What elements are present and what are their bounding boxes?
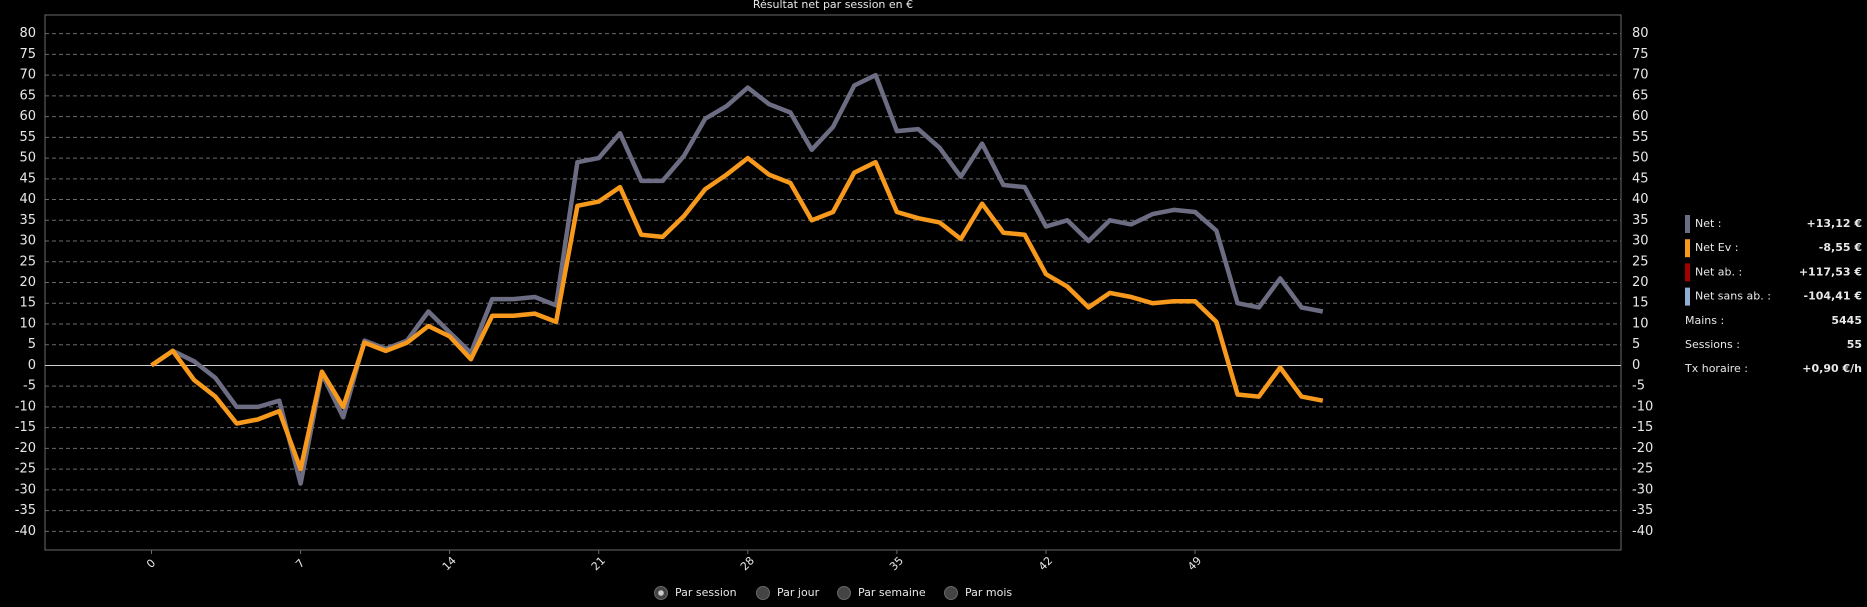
y-tick-label: 40 xyxy=(19,192,36,207)
radio-label[interactable]: Par mois xyxy=(965,586,1012,599)
y-tick-label: 0 xyxy=(28,358,36,373)
y-tick-label-right: -15 xyxy=(1632,420,1653,435)
y-tick-label-right: 60 xyxy=(1632,109,1649,124)
y-tick-label: 15 xyxy=(19,296,36,311)
y-tick-label: 25 xyxy=(19,254,36,269)
y-tick-label-right: 35 xyxy=(1632,213,1649,228)
y-tick-label-right: 45 xyxy=(1632,171,1649,186)
legend-label: Net sans ab. : xyxy=(1695,290,1771,303)
chart-title: Résultat net par session en € xyxy=(753,0,913,11)
legend-label: Sessions : xyxy=(1685,338,1740,351)
y-tick-label-right: -40 xyxy=(1632,524,1653,539)
x-tick-label: 49 xyxy=(1185,554,1204,573)
y-tick-label: 65 xyxy=(19,88,36,103)
legend-value: -8,55 € xyxy=(1819,241,1862,254)
legend-value: 55 xyxy=(1847,338,1862,351)
x-tick-label: 21 xyxy=(589,554,608,573)
legend-value: +13,12 € xyxy=(1807,217,1863,230)
y-tick-label-right: 0 xyxy=(1632,358,1640,373)
y-tick-label-right: 75 xyxy=(1632,47,1649,62)
x-tick-label: 42 xyxy=(1036,554,1055,573)
radio-button[interactable] xyxy=(756,586,770,600)
y-tick-label-right: 30 xyxy=(1632,234,1649,249)
y-tick-label: -40 xyxy=(15,524,36,539)
radio-button[interactable] xyxy=(837,586,851,600)
legend-label: Net : xyxy=(1695,217,1722,230)
legend-value: +0,90 €/h xyxy=(1802,362,1862,375)
x-tick-label: 14 xyxy=(440,554,459,573)
radio-button[interactable] xyxy=(944,586,958,600)
y-tick-label: 45 xyxy=(19,171,36,186)
series-line xyxy=(150,72,1324,486)
y-tick-label: 75 xyxy=(19,47,36,62)
legend-label: Tx horaire : xyxy=(1684,362,1748,375)
radio-label[interactable]: Par semaine xyxy=(858,586,926,599)
x-tick-label: 35 xyxy=(887,554,906,573)
x-tick-label: 28 xyxy=(738,554,757,573)
y-tick-label: 70 xyxy=(19,68,36,83)
y-tick-label-right: 50 xyxy=(1632,151,1649,166)
y-tick-label-right: -35 xyxy=(1632,503,1653,518)
y-tick-label-right: 5 xyxy=(1632,337,1640,352)
radio-label[interactable]: Par session xyxy=(675,586,737,599)
legend-label: Net Ev : xyxy=(1695,241,1738,254)
y-tick-label: 60 xyxy=(19,109,36,124)
legend-swatch xyxy=(1685,239,1690,258)
y-tick-label-right: -30 xyxy=(1632,482,1653,497)
legend-label: Net ab. : xyxy=(1695,265,1742,278)
legend-value: +117,53 € xyxy=(1799,265,1862,278)
y-tick-label-right: 15 xyxy=(1632,296,1649,311)
y-tick-label: 30 xyxy=(19,234,36,249)
y-tick-label: -15 xyxy=(15,420,36,435)
y-tick-label-right: 80 xyxy=(1632,26,1649,41)
y-tick-label: 55 xyxy=(19,130,36,145)
x-tick-label: 7 xyxy=(293,557,307,571)
y-tick-label-right: -25 xyxy=(1632,462,1653,477)
y-tick-label: -20 xyxy=(15,441,36,456)
legend-value: 5445 xyxy=(1831,314,1862,327)
y-tick-label-right: -5 xyxy=(1632,379,1645,394)
radio-label[interactable]: Par jour xyxy=(777,586,820,599)
y-tick-label: 50 xyxy=(19,151,36,166)
legend-swatch xyxy=(1685,215,1690,233)
legend-swatch xyxy=(1685,287,1690,306)
y-tick-label-right: 10 xyxy=(1632,316,1649,331)
y-tick-label-right: 25 xyxy=(1632,254,1649,269)
series-line xyxy=(150,155,1324,472)
y-tick-label-right: 40 xyxy=(1632,192,1649,207)
y-tick-label: -25 xyxy=(15,462,36,477)
y-tick-label: 5 xyxy=(28,337,36,352)
y-tick-label: 20 xyxy=(19,275,36,290)
y-tick-label-right: 65 xyxy=(1632,88,1649,103)
legend-value: -104,41 € xyxy=(1804,290,1863,303)
y-tick-label: -35 xyxy=(15,503,36,518)
y-tick-label-right: 20 xyxy=(1632,275,1649,290)
y-tick-label: 10 xyxy=(19,316,36,331)
y-tick-label: 80 xyxy=(19,26,36,41)
y-tick-label: -10 xyxy=(15,399,36,414)
y-tick-label: 35 xyxy=(19,213,36,228)
radio-dot xyxy=(658,590,664,596)
y-tick-label: -30 xyxy=(15,482,36,497)
y-tick-label-right: 55 xyxy=(1632,130,1649,145)
x-tick-label: 0 xyxy=(144,557,158,571)
y-tick-label-right: -20 xyxy=(1632,441,1653,456)
y-tick-label: -5 xyxy=(23,379,36,394)
legend-swatch xyxy=(1685,263,1690,282)
legend-label: Mains : xyxy=(1685,314,1724,327)
y-tick-label-right: -10 xyxy=(1632,399,1653,414)
y-tick-label-right: 70 xyxy=(1632,68,1649,83)
